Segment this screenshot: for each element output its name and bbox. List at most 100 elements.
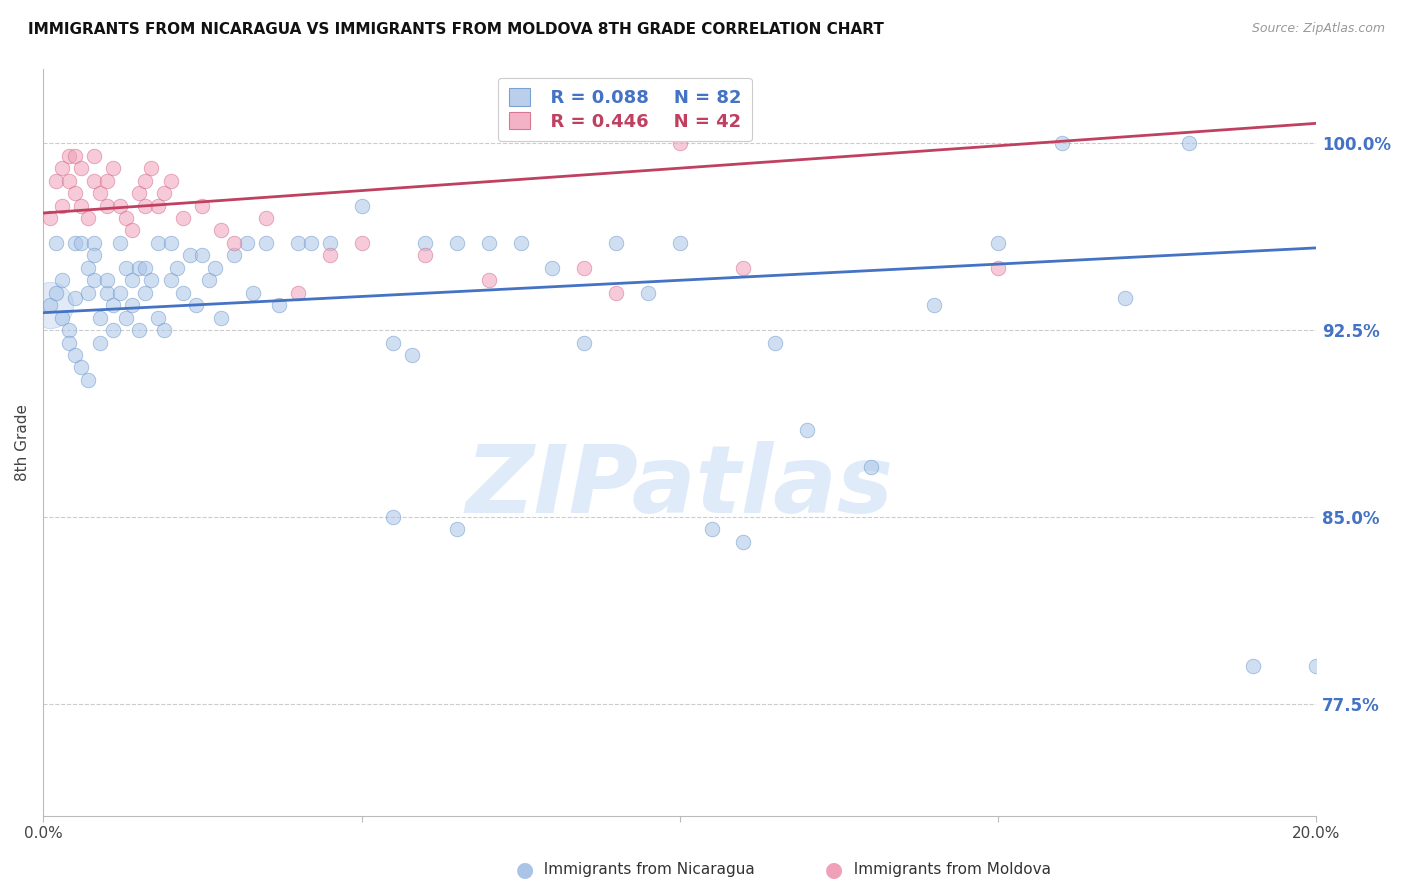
Point <box>146 198 169 212</box>
Point <box>224 235 246 250</box>
Point <box>76 260 98 275</box>
Point <box>128 260 150 275</box>
Point <box>191 248 214 262</box>
Point <box>733 260 755 275</box>
Point <box>63 149 86 163</box>
Point <box>184 298 207 312</box>
Point <box>318 235 340 250</box>
Point <box>700 523 723 537</box>
Point <box>197 273 219 287</box>
Point <box>108 198 131 212</box>
Point <box>63 235 86 250</box>
Point <box>89 310 111 325</box>
Point <box>58 173 80 187</box>
Point <box>45 173 67 187</box>
Point <box>89 335 111 350</box>
Point <box>103 161 125 176</box>
Text: IMMIGRANTS FROM NICARAGUA VS IMMIGRANTS FROM MOLDOVA 8TH GRADE CORRELATION CHART: IMMIGRANTS FROM NICARAGUA VS IMMIGRANTS … <box>28 22 884 37</box>
Point <box>134 198 156 212</box>
Point <box>63 348 86 362</box>
Point <box>58 149 80 163</box>
Point <box>115 310 138 325</box>
Point <box>1050 136 1073 151</box>
Point <box>350 198 373 212</box>
Point <box>76 211 98 225</box>
Point <box>51 273 73 287</box>
Point <box>172 211 194 225</box>
Point <box>83 235 105 250</box>
Point <box>446 523 468 537</box>
Point <box>166 260 188 275</box>
Point <box>1178 136 1201 151</box>
Text: Immigrants from Nicaragua: Immigrants from Nicaragua <box>534 863 755 877</box>
Point <box>70 360 93 375</box>
Point <box>58 323 80 337</box>
Legend:   R = 0.088    N = 82,   R = 0.446    N = 42: R = 0.088 N = 82, R = 0.446 N = 42 <box>498 78 752 141</box>
Point <box>763 335 786 350</box>
Point <box>733 534 755 549</box>
Point <box>38 298 60 312</box>
Point <box>605 235 627 250</box>
Point <box>287 285 309 300</box>
Point <box>159 173 181 187</box>
Point <box>121 298 143 312</box>
Point <box>172 285 194 300</box>
Point <box>96 198 118 212</box>
Point <box>45 235 67 250</box>
Point <box>211 223 233 237</box>
Point <box>413 248 436 262</box>
Point <box>51 161 73 176</box>
Point <box>669 136 692 151</box>
Point <box>541 260 564 275</box>
Point <box>103 323 125 337</box>
Point <box>191 198 214 212</box>
Point <box>401 348 423 362</box>
Point <box>63 186 86 200</box>
Point <box>350 235 373 250</box>
Point <box>121 273 143 287</box>
Point <box>382 335 405 350</box>
Point <box>63 291 86 305</box>
Point <box>159 273 181 287</box>
Point <box>987 260 1010 275</box>
Point <box>51 310 73 325</box>
Point <box>446 235 468 250</box>
Text: ●: ● <box>825 860 844 880</box>
Point <box>70 235 93 250</box>
Point <box>159 235 181 250</box>
Point <box>478 235 501 250</box>
Point <box>509 235 531 250</box>
Point <box>115 211 138 225</box>
Point <box>1114 291 1136 305</box>
Point <box>153 323 176 337</box>
Point <box>204 260 226 275</box>
Point <box>318 248 340 262</box>
Point <box>58 335 80 350</box>
Y-axis label: 8th Grade: 8th Grade <box>15 404 30 481</box>
Text: ●: ● <box>516 860 534 880</box>
Point <box>83 248 105 262</box>
Point <box>478 273 501 287</box>
Point <box>134 260 156 275</box>
Point <box>76 285 98 300</box>
Point <box>96 273 118 287</box>
Point <box>796 423 818 437</box>
Point <box>103 298 125 312</box>
Text: ZIPatlas: ZIPatlas <box>465 441 894 533</box>
Point <box>211 310 233 325</box>
Point <box>1305 659 1327 673</box>
Point <box>83 149 105 163</box>
Point <box>141 161 163 176</box>
Point <box>108 285 131 300</box>
Point <box>89 186 111 200</box>
Point <box>96 285 118 300</box>
Point <box>134 173 156 187</box>
Point <box>83 173 105 187</box>
Point <box>179 248 201 262</box>
Point <box>413 235 436 250</box>
Point <box>254 235 277 250</box>
Point <box>382 510 405 524</box>
Point <box>224 248 246 262</box>
Point <box>70 198 93 212</box>
Point <box>637 285 659 300</box>
